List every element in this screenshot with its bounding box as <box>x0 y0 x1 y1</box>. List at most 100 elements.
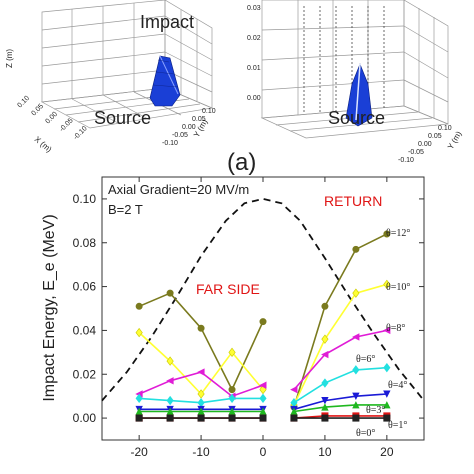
data-point-theta10 <box>383 279 391 290</box>
label-theta1: θ=1° <box>388 420 407 431</box>
series-theta8 <box>135 326 391 400</box>
label-theta3: θ=3° <box>366 405 385 416</box>
data-point-theta12 <box>321 302 329 310</box>
data-point-theta12 <box>197 324 205 332</box>
series-line-theta10-return <box>293 283 388 406</box>
label-theta8: θ=8° <box>386 323 405 334</box>
tr-y-axis-label: Y (m) <box>446 129 464 151</box>
tl-surface <box>149 55 181 107</box>
series-line-theta3-return <box>293 404 387 413</box>
series-theta3 <box>135 401 391 416</box>
data-point-theta6 <box>135 393 143 404</box>
tr-y-ticks: 0.10 0.05 0.00 -0.05 -0.10 <box>398 125 452 164</box>
field-annotation: B=2 T <box>108 202 143 217</box>
data-point-theta12 <box>383 230 391 238</box>
tr-z-tick: 0.01 <box>247 65 261 72</box>
data-point-theta0 <box>259 414 267 422</box>
data-point-theta3 <box>321 403 329 411</box>
data-point-theta6 <box>166 395 174 406</box>
y-axis-label: Impact Energy, E_e (MeV) <box>41 214 58 401</box>
tl-y-ticks: 0.10 0.05 0.00 -0.05 -0.10 <box>162 108 216 147</box>
top-right-3d-panel: Source 0.03 0.02 0.01 0.00 0.10 0.05 0.0… <box>247 0 464 164</box>
label-theta12: θ=12° <box>386 228 410 239</box>
series-line-theta6-return <box>293 366 387 404</box>
data-point-theta12 <box>259 318 267 326</box>
data-point-theta6 <box>352 365 360 375</box>
tl-impact-label: Impact <box>140 12 194 32</box>
x-tick-label: 20 <box>380 445 394 459</box>
data-point-theta0 <box>166 414 174 422</box>
data-point-theta4 <box>352 392 360 401</box>
series-line-theta12-far <box>138 292 264 392</box>
series-theta6 <box>135 362 391 408</box>
gradient-annotation: Axial Gradient=20 MV/m <box>108 182 249 197</box>
data-point-theta0 <box>290 414 298 422</box>
tr-z-ticks: 0.03 0.02 0.01 0.00 <box>247 5 261 102</box>
tl-x-tick: 0.10 <box>16 95 31 110</box>
data-point-theta10 <box>321 334 329 344</box>
data-point-theta8 <box>166 377 174 385</box>
data-point-theta3 <box>383 401 391 409</box>
data-point-theta12 <box>166 289 174 297</box>
data-point-theta8 <box>290 385 298 394</box>
tl-x-tick: 0.00 <box>44 111 59 126</box>
data-point-theta3 <box>352 401 360 409</box>
tr-surface <box>345 63 373 127</box>
data-point-theta0 <box>321 414 329 422</box>
data-point-theta0 <box>197 414 205 422</box>
x-tick-label: -20 <box>130 445 148 459</box>
data-point-theta8 <box>352 333 360 341</box>
tl-source-label: Source <box>94 108 151 128</box>
series-layer <box>135 230 391 422</box>
data-point-theta0 <box>135 414 143 422</box>
data-point-theta4 <box>321 397 329 405</box>
tr-y-tick: -0.05 <box>408 149 424 156</box>
x-tick-label: 10 <box>318 445 332 459</box>
data-point-theta8 <box>259 381 267 389</box>
series-line-theta1-return <box>293 415 387 419</box>
tr-grid <box>260 0 449 139</box>
tl-x-tick: 0.05 <box>30 103 45 118</box>
data-point-theta12 <box>352 245 360 253</box>
tl-x-tick: -0.05 <box>58 117 74 133</box>
return-annotation: RETURN <box>324 193 382 209</box>
data-point-theta8 <box>382 326 391 335</box>
data-point-theta10 <box>166 356 174 366</box>
data-point-theta6 <box>383 362 391 373</box>
data-point-theta12 <box>135 302 143 310</box>
tr-dotted-lines <box>303 6 385 112</box>
data-point-theta8 <box>197 368 205 376</box>
series-theta12 <box>135 230 391 411</box>
tr-y-tick: 0.10 <box>438 125 452 132</box>
top-left-3d-panel: Impact Source Z (m) X (m) Y (m) 0.10 0.0… <box>5 0 216 154</box>
y-tick-label: 0.08 <box>73 236 97 250</box>
data-point-theta8 <box>321 350 329 359</box>
envelope-dashed-curve <box>101 197 425 402</box>
tr-y-tick: 0.05 <box>428 133 442 140</box>
data-point-theta0 <box>383 414 391 422</box>
label-theta6: θ=6° <box>356 354 375 365</box>
data-point-theta6 <box>321 378 329 388</box>
impact-energy-chart: 0.00 0.02 0.04 0.06 0.08 0.10 -20 -10 0 10 20 Imp… <box>41 176 425 459</box>
label-theta4: θ=4° <box>388 380 407 391</box>
y-tick-label: 0.02 <box>73 367 97 381</box>
y-tick-label: 0.10 <box>73 192 97 206</box>
data-point-theta10 <box>135 327 143 338</box>
tr-source-label: Source <box>328 108 385 128</box>
data-point-theta10 <box>228 347 236 358</box>
series-theta0 <box>135 414 391 422</box>
y-axis-ticks: 0.00 0.02 0.04 0.06 0.08 0.10 <box>73 192 424 425</box>
tl-z-axis-label: Z (m) <box>5 49 14 68</box>
series-line-theta12-return <box>293 233 388 408</box>
data-point-theta6 <box>259 393 267 404</box>
series-line-theta4-return <box>293 393 387 411</box>
x-axis-ticks: -20 -10 0 10 20 <box>130 177 394 459</box>
tl-y-tick: -0.10 <box>162 140 178 147</box>
far-side-annotation: FAR SIDE <box>196 281 260 297</box>
x-tick-label: -10 <box>192 445 210 459</box>
data-point-theta0 <box>228 414 236 422</box>
data-point-theta6 <box>197 398 205 408</box>
tl-y-tick: -0.05 <box>172 132 188 139</box>
y-tick-label: 0.00 <box>73 411 97 425</box>
